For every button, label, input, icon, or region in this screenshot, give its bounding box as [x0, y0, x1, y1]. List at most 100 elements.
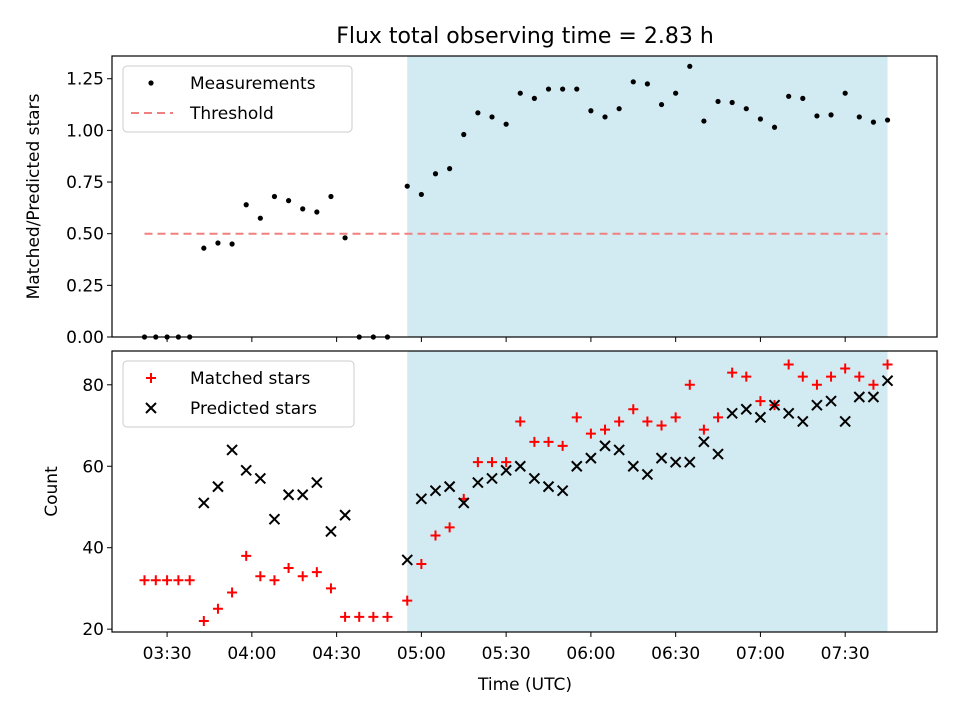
- top-point-dot: [673, 90, 679, 96]
- bottom-point-x: [740, 403, 752, 415]
- top-point-dot: [814, 113, 820, 119]
- top-point-dot: [243, 202, 249, 208]
- top-point-dot: [602, 114, 608, 120]
- bottom-point-plus: [614, 416, 625, 427]
- bottom-point-plus: [227, 587, 238, 598]
- bottom-point-x: [443, 480, 456, 493]
- top-legend-swatch: [148, 80, 154, 86]
- top-point-dot: [404, 183, 410, 189]
- bottom-y-axis-label: Count: [42, 466, 62, 517]
- bottom-panel-counts: 20 40 60 80 Count 03:30 04:00 04:30 05:00 05:30 06…: [42, 350, 938, 664]
- bottom-axes-frame: [111, 350, 938, 633]
- bottom-point-x: [528, 472, 541, 485]
- top-point-dot: [560, 86, 566, 92]
- bottom-legend-box: [122, 360, 355, 428]
- top-point-dot: [870, 119, 877, 125]
- bottom-point-x: [311, 476, 323, 489]
- bottom-point-x: [226, 444, 238, 456]
- bottom-point-x: [641, 468, 654, 481]
- bottom-point-x: [240, 464, 252, 477]
- bottom-point-plus: [642, 416, 653, 427]
- top-panel-ratio: 0.00 0.25 0.50 0.75 1.00 1.25 Matched/Predicte…: [24, 55, 938, 348]
- bottom-point-x: [655, 452, 668, 464]
- bottom-point-plus: [755, 396, 766, 407]
- bottom-point-plus: [727, 367, 738, 378]
- x-tick-label: 05:30: [482, 644, 531, 664]
- top-y-tick-label: 0.50: [66, 225, 104, 245]
- top-axes-frame: [111, 55, 938, 338]
- bottom-point-plus: [741, 371, 752, 382]
- top-point-dot: [475, 110, 481, 116]
- top-point-dot: [201, 245, 207, 251]
- top-y-tick-label: 0.25: [66, 276, 104, 296]
- bottom-point-plus: [255, 571, 266, 582]
- bottom-point-x: [458, 497, 470, 509]
- bottom-observing-span: [407, 351, 888, 632]
- bottom-point-plus: [354, 611, 365, 622]
- bottom-point-x: [754, 411, 767, 424]
- top-point-dot: [588, 108, 594, 114]
- bottom-point-x: [867, 391, 880, 403]
- top-y-tick-label: 0.75: [66, 173, 104, 193]
- bottom-y-tick-label: 20: [82, 620, 104, 640]
- top-point-dot: [729, 99, 735, 106]
- bottom-point-x: [429, 484, 442, 497]
- x-tick-label: 03:30: [143, 644, 192, 664]
- bottom-point-plus: [472, 457, 483, 468]
- top-point-dot: [828, 112, 834, 118]
- bottom-point-plus: [515, 416, 526, 427]
- bottom-point-x: [556, 484, 569, 497]
- bottom-point-plus: [340, 611, 351, 622]
- top-y-axis-label: Matched/Predicted stars: [24, 93, 44, 299]
- top-point-dot: [314, 209, 320, 215]
- top-point-dot: [884, 117, 891, 123]
- bottom-point-x: [782, 407, 795, 420]
- bottom-point-x: [571, 460, 583, 472]
- bottom-point-plus: [797, 371, 808, 382]
- top-point-dot: [461, 131, 467, 138]
- bottom-point-plus: [416, 558, 427, 569]
- bottom-point-plus: [430, 530, 441, 541]
- bottom-point-x: [198, 497, 210, 509]
- top-point-dot: [229, 241, 235, 247]
- bottom-point-plus: [283, 563, 294, 574]
- bottom-point-x: [401, 554, 413, 566]
- top-point-dot: [257, 215, 263, 221]
- bottom-point-x: [881, 375, 894, 387]
- top-point-dot: [630, 79, 636, 85]
- bottom-point-x: [585, 452, 597, 464]
- top-legend-label: Measurements: [190, 74, 316, 94]
- bottom-point-x: [542, 480, 555, 493]
- bottom-point-plus: [162, 575, 173, 586]
- bottom-point-x: [599, 440, 611, 452]
- bottom-point-plus: [529, 436, 540, 447]
- top-point-dot: [856, 114, 862, 120]
- x-axis-label: Time (UTC): [477, 675, 572, 695]
- top-point-dot: [644, 81, 651, 87]
- top-point-dot: [574, 86, 580, 92]
- bottom-point-x: [669, 456, 682, 468]
- bottom-point-x: [839, 415, 851, 428]
- bottom-y-tick-label: 40: [82, 539, 104, 559]
- bottom-point-x: [684, 456, 696, 468]
- bottom-point-plus: [600, 424, 611, 435]
- x-tick-label: 06:30: [651, 644, 700, 664]
- x-tick-label: 05:00: [397, 644, 446, 664]
- x-tick-label: 07:00: [736, 644, 785, 664]
- bottom-point-x: [325, 525, 337, 538]
- bottom-point-plus: [212, 603, 223, 614]
- bottom-point-plus: [173, 575, 184, 586]
- top-point-dot: [715, 98, 721, 105]
- bottom-point-x: [712, 448, 724, 460]
- bottom-point-x: [415, 493, 428, 505]
- bottom-point-plus: [382, 611, 393, 622]
- top-point-dot: [616, 106, 622, 112]
- bottom-y-tick-label: 80: [82, 376, 104, 396]
- bottom-point-x: [726, 407, 738, 420]
- bottom-point-x: [627, 460, 639, 472]
- top-point-dot: [447, 166, 453, 172]
- bottom-legend-label: Predicted stars: [190, 399, 317, 419]
- bottom-point-plus: [150, 575, 161, 586]
- bottom-point-x: [212, 480, 224, 493]
